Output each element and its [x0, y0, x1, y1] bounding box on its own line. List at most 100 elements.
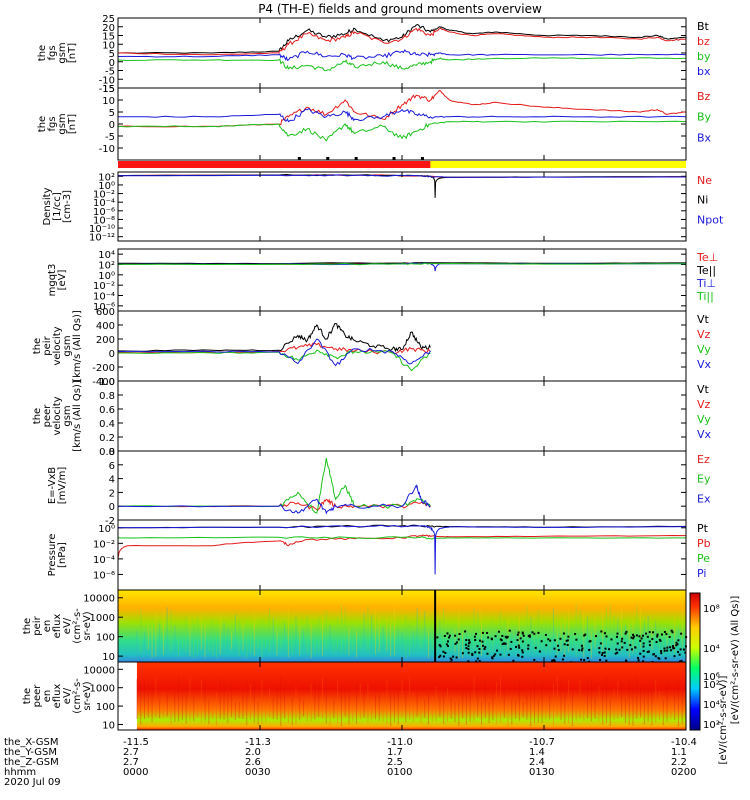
y-axis-label: gsm — [57, 42, 68, 63]
spectrogram-speck — [516, 633, 519, 636]
series-Te|| — [118, 262, 686, 265]
y-axis-label: eflux — [52, 684, 63, 709]
legend-Te⊥: Te⊥ — [696, 251, 718, 264]
spectrogram-speck — [632, 637, 635, 640]
spectrogram-speck — [501, 643, 504, 646]
x-tick-label: -10.4 — [671, 737, 697, 748]
mode-marker — [297, 157, 301, 160]
spectrogram-speck — [626, 648, 629, 651]
x-tick-label: -11.3 — [245, 737, 271, 748]
spectrogram-speck — [623, 641, 626, 644]
spectrogram-speck — [504, 642, 507, 645]
series-bz — [118, 27, 687, 56]
spectrogram-speck — [642, 660, 645, 663]
spectrogram-speck — [554, 655, 557, 658]
series-Ez — [117, 498, 431, 512]
spectrogram-speck — [625, 630, 628, 633]
legend-Ti||: Ti|| — [696, 290, 714, 303]
y-axis-label: velocity — [52, 326, 63, 365]
spectrogram-speck — [505, 636, 508, 639]
spectrogram-speck — [629, 644, 632, 647]
y-tick-label: 200 — [96, 335, 115, 346]
spectrogram-speck — [598, 647, 601, 650]
x-tick-label: -10.7 — [529, 737, 555, 748]
spectrogram-speck — [537, 631, 540, 634]
y-axis-label: the — [37, 45, 48, 61]
y-tick-label: -200 — [92, 363, 115, 374]
legend-bz: bz — [697, 35, 710, 48]
y-tick-label: 4 — [109, 475, 115, 486]
spectrogram-speck — [471, 654, 474, 657]
y-axis-label: the — [22, 618, 33, 634]
panel-frame — [117, 310, 687, 382]
spectrogram-speck — [563, 654, 566, 657]
colorbar-tick-label: 10² — [703, 680, 720, 691]
y-axis-label: [nT] — [67, 43, 78, 63]
spectrogram-speck — [673, 647, 676, 650]
spectrogram-speck — [454, 642, 457, 645]
spectrogram-speck — [509, 647, 512, 650]
y-axis-label: [1/cc] — [52, 192, 63, 221]
spectrogram-speck — [452, 655, 455, 658]
spectrogram-speck — [571, 648, 574, 651]
y-tick-label: -400 — [92, 377, 115, 388]
y-tick-label: 10⁻⁴ — [93, 198, 115, 209]
legend-Bx: Bx — [697, 131, 712, 144]
spectrogram-speck — [455, 641, 458, 644]
spectrogram-speck — [581, 647, 584, 650]
spectrogram-speck — [673, 655, 676, 658]
spectrogram-speck — [533, 658, 536, 661]
spectrogram-speck — [447, 645, 450, 648]
panel-peir_velocity: 600 400 200 0 -200 -400 the peir velocity gsm [km/… — [32, 307, 712, 388]
spectrogram-speck — [446, 632, 449, 635]
y-tick-label: 10 — [102, 40, 115, 51]
y-tick-label: 0 — [109, 502, 115, 513]
y-tick-label: 10⁻⁴ — [93, 555, 115, 566]
y-tick-label: 10⁻⁶ — [93, 302, 115, 313]
spectrogram-speck — [481, 644, 484, 647]
spectrogram-speck — [641, 634, 644, 637]
spectrogram-speck — [484, 646, 487, 649]
spectrogram-speck — [528, 634, 531, 637]
mode-marker — [420, 157, 424, 160]
spectrogram-speck — [521, 631, 524, 634]
spectrogram-speck — [476, 657, 479, 660]
spectrogram-speck — [621, 646, 624, 649]
spectrogram-speck — [467, 660, 470, 663]
spectrogram-speck — [494, 635, 497, 638]
y-tick-label: 1000 — [90, 613, 115, 624]
spectrogram-speck — [499, 638, 502, 641]
series-Bx — [117, 107, 687, 123]
spectrogram-speck — [632, 633, 635, 636]
spectrogram-speck — [583, 659, 586, 662]
spectrogram-speck — [640, 637, 643, 640]
spectrogram-speck — [595, 635, 598, 638]
spectrogram-speck — [533, 632, 536, 635]
spectrogram-speck — [600, 654, 603, 657]
spectrogram-speck — [661, 633, 664, 636]
spectrogram-speck — [588, 648, 591, 651]
legend-Vy: Vy — [697, 343, 711, 356]
series-Ey — [117, 457, 431, 514]
spectrogram-speck — [473, 635, 476, 638]
spectrogram-speck — [474, 651, 477, 654]
legend-Pb: Pb — [697, 537, 711, 550]
y-tick-label: 10⁻² — [93, 190, 115, 201]
y-tick-label: 0.6 — [99, 405, 115, 416]
xrow-label-hhmm: hhmm — [4, 767, 36, 778]
series-Pe — [117, 536, 686, 540]
spectrogram-speck — [559, 637, 562, 640]
panel-frame — [117, 519, 687, 591]
spectrogram-speck — [615, 635, 618, 638]
y-tick-label: 100 — [96, 633, 115, 644]
spectrogram-speck — [499, 653, 502, 656]
spectrogram-speck — [474, 638, 477, 641]
spectrogram-speck — [634, 646, 637, 649]
spectrogram-speck — [516, 639, 519, 642]
spectrogram-speck — [449, 657, 452, 660]
y-axis-label: en — [42, 620, 53, 633]
spectrogram-speck — [478, 639, 481, 642]
y-tick-label: 0.2 — [99, 433, 115, 444]
spectrogram-speck — [614, 652, 617, 655]
